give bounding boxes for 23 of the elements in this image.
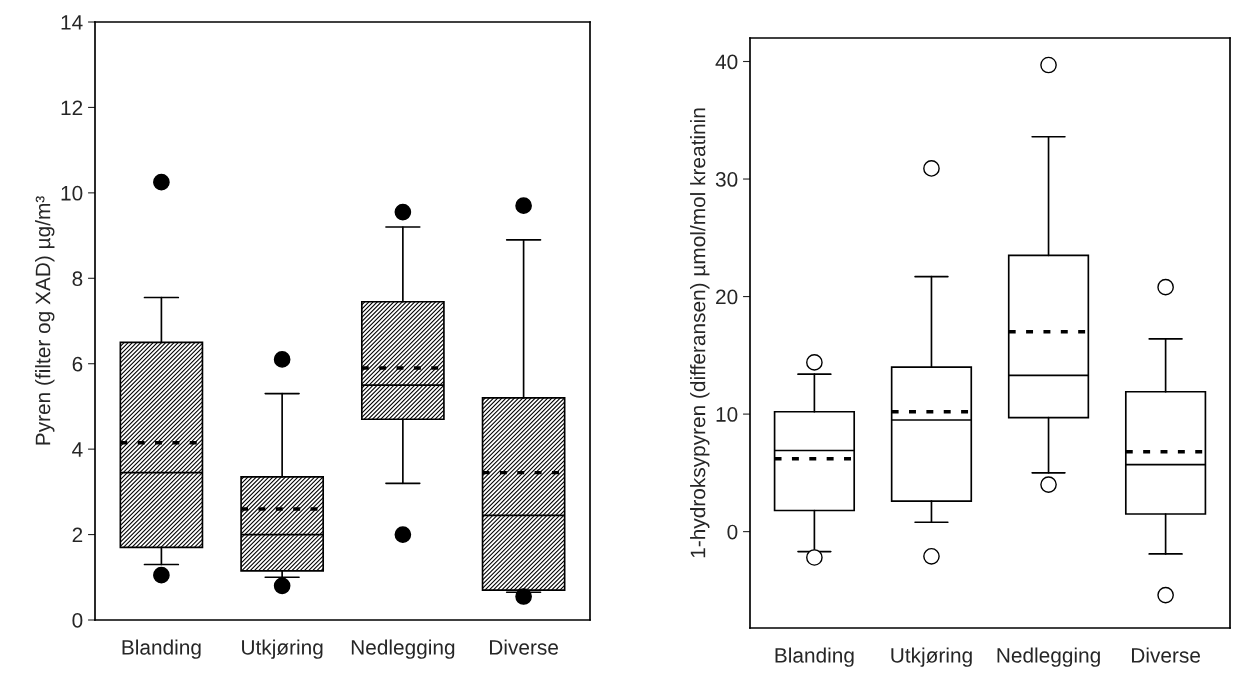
x-tick-label: Blanding [122, 639, 201, 659]
y-tick-label: 10 [61, 185, 83, 201]
y-axis-title: 1-hydroksypyren (differansen) µmol/mol kreatinin [690, 108, 710, 558]
x-tick-label: Diverse [490, 639, 558, 655]
x-tick-label: Blanding [775, 647, 854, 667]
x-tick-label: Nedlegging [351, 639, 455, 659]
y-tick-label: 4 [72, 442, 83, 457]
y-tick-label: 20 [716, 289, 738, 305]
y-tick-label: 12 [61, 100, 83, 115]
y-tick-label: 40 [715, 54, 738, 70]
y-tick-label: 8 [72, 271, 83, 287]
y-tick-label: 0 [727, 524, 738, 540]
y-tick-label: 30 [715, 172, 738, 187]
y-tick-label: 2 [72, 527, 83, 543]
x-tick-label: Utkjøring [242, 639, 323, 659]
x-tick-label: Nedlegging [997, 647, 1100, 667]
y-axis-title: Pyren (filter og XAD) µg/m³ [35, 196, 55, 445]
y-tick-label: 14 [61, 15, 83, 30]
y-tick-label: 6 [72, 356, 83, 372]
y-tick-label: 0 [72, 613, 83, 628]
x-tick-label: Utkjøring [891, 647, 972, 667]
y-tick-label: 10 [716, 407, 738, 422]
x-tick-label: Diverse [1132, 647, 1200, 663]
